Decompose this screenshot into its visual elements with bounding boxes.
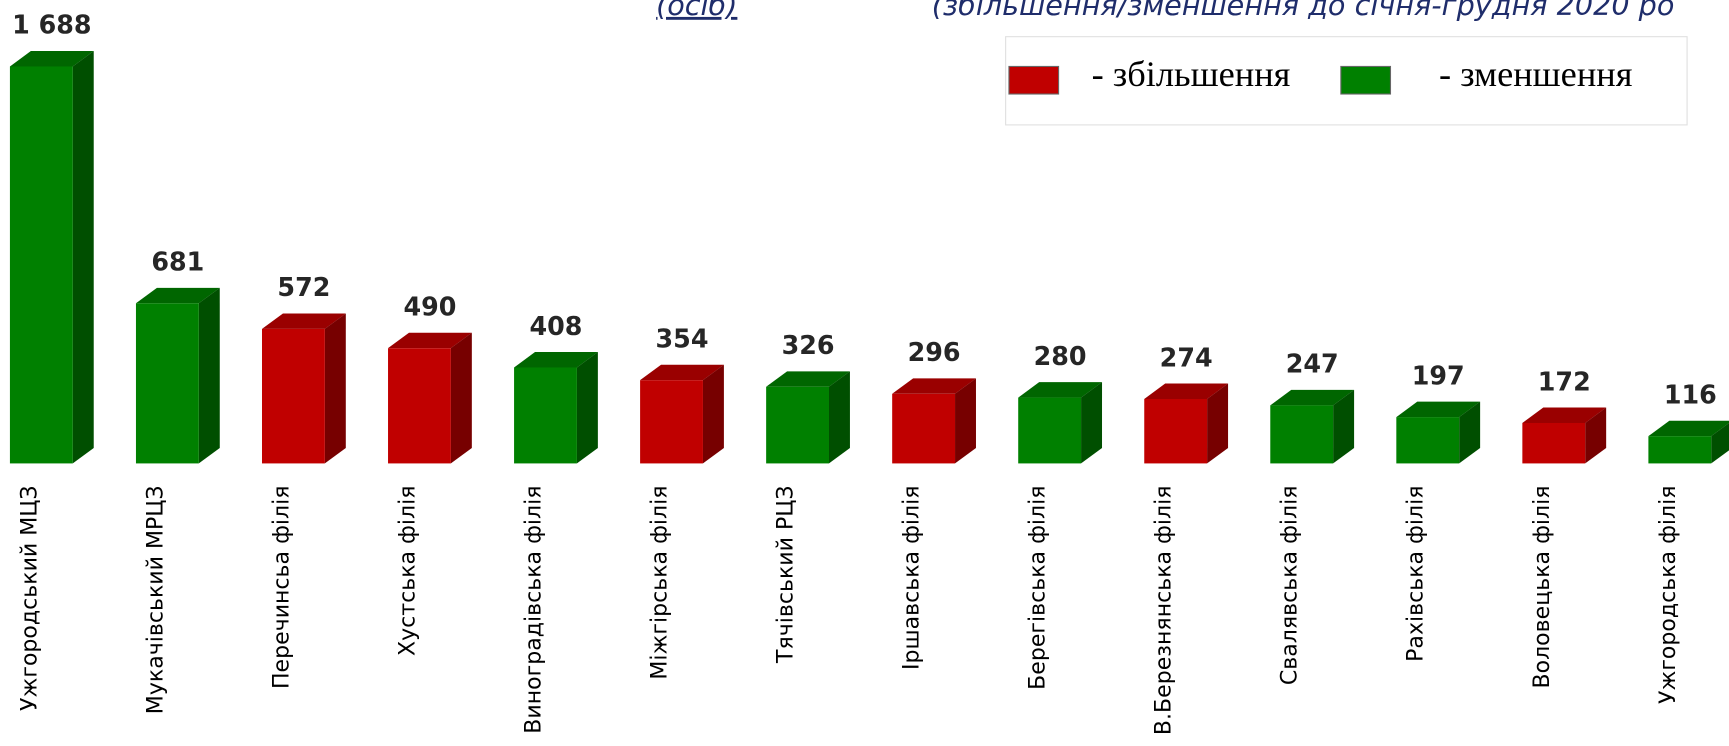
legend-swatch xyxy=(1340,65,1392,95)
x-tick-label: Свалявська філія xyxy=(1278,485,1303,685)
value-label: 490 xyxy=(403,291,456,321)
bar-side xyxy=(1585,407,1607,464)
bar-side xyxy=(450,332,472,464)
bar-top xyxy=(388,332,472,349)
x-tick-label: Ужгородська філія xyxy=(1656,485,1681,704)
bar xyxy=(1648,436,1712,464)
bar-side xyxy=(1081,382,1103,464)
x-tick-label: Тячівський РЦЗ xyxy=(774,485,799,664)
legend-label: - зменшення xyxy=(1439,54,1633,94)
bar-top xyxy=(766,371,850,387)
x-tick-label: Берегівська філія xyxy=(1026,485,1051,689)
legend-swatch xyxy=(1008,65,1060,95)
bar-side xyxy=(198,287,220,464)
x-tick-label: Перечинсьа філія xyxy=(269,485,294,689)
x-tick-label: Іршавська філія xyxy=(900,485,925,670)
value-label: 572 xyxy=(277,272,330,302)
bar xyxy=(766,386,829,464)
bar xyxy=(9,66,73,464)
bar xyxy=(640,380,703,464)
x-tick-label: Ужгородський МЦЗ xyxy=(17,485,42,710)
x-tick-label: Мукачівський МРЦЗ xyxy=(143,485,168,714)
bar-top xyxy=(1396,401,1481,418)
x-tick-label: Хустська філія xyxy=(395,485,420,656)
bar xyxy=(135,303,199,464)
bar-side xyxy=(955,378,976,464)
bar xyxy=(892,393,956,464)
x-tick-label: Виноградівська філія xyxy=(521,485,546,733)
value-label: 681 xyxy=(151,247,204,277)
bar-side xyxy=(1333,389,1355,464)
bar-top xyxy=(1144,383,1229,399)
bar-top xyxy=(1522,407,1607,423)
value-label: 408 xyxy=(530,311,583,341)
value-label: 172 xyxy=(1538,366,1591,396)
x-tick-label: Міжгірська філія xyxy=(648,485,673,679)
value-label: 326 xyxy=(782,330,835,360)
value-label: 354 xyxy=(656,323,709,353)
value-label: 1 688 xyxy=(12,10,91,40)
bar xyxy=(1522,422,1586,464)
bar-top xyxy=(514,352,598,368)
bar-top xyxy=(1648,420,1729,437)
value-label: 280 xyxy=(1034,341,1087,371)
bar xyxy=(1270,405,1334,464)
chart-subtitle: (збільшення/зменшення до січня-грудня 20… xyxy=(932,0,1675,22)
bar-top xyxy=(892,378,976,394)
bar-top xyxy=(135,287,220,304)
chart-title: (осіб) xyxy=(656,0,737,22)
value-label: 296 xyxy=(908,337,961,367)
bar-top xyxy=(1270,389,1355,406)
value-label: 116 xyxy=(1664,379,1717,409)
bar xyxy=(261,328,325,464)
bar xyxy=(514,367,577,464)
value-label: 274 xyxy=(1160,342,1213,372)
bar-side xyxy=(702,364,724,464)
bar xyxy=(1144,398,1208,464)
bar-top xyxy=(9,51,94,67)
bar-side xyxy=(1711,423,1729,464)
legend-label: - збільшення xyxy=(1092,54,1291,94)
bar-side xyxy=(1459,401,1481,464)
x-tick-label: Рахівська філія xyxy=(1404,485,1429,661)
bar-side xyxy=(72,51,94,464)
bar-top xyxy=(640,364,724,381)
bar-top xyxy=(261,313,346,329)
x-tick-label: В.Березнянська філія xyxy=(1152,485,1177,735)
bar-top xyxy=(1018,382,1103,398)
value-label: 197 xyxy=(1412,360,1465,390)
bar-side xyxy=(1207,383,1229,464)
value-label: 247 xyxy=(1286,349,1339,379)
bar xyxy=(1018,397,1082,464)
bar-side xyxy=(828,371,850,464)
bar-side xyxy=(324,313,346,464)
bar-side xyxy=(576,352,598,464)
bar xyxy=(388,348,451,464)
x-tick-label: Воловецька філія xyxy=(1530,485,1555,688)
bar xyxy=(1396,417,1460,464)
